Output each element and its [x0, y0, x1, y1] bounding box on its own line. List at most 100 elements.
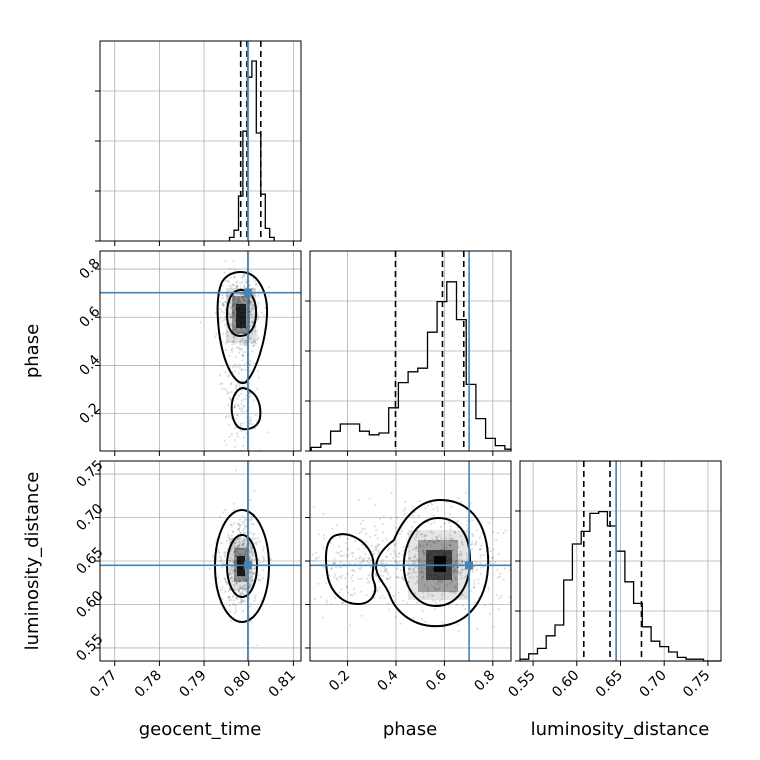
scatter-point — [488, 521, 491, 525]
scatter-point — [235, 383, 238, 386]
scatter-point — [496, 568, 499, 571]
scatter-point — [227, 391, 230, 395]
scatter-point — [412, 548, 415, 551]
scatter-point — [233, 268, 236, 271]
scatter-point — [249, 422, 252, 425]
scatter-point — [436, 538, 439, 542]
scatter-point — [412, 576, 415, 580]
scatter-point — [233, 584, 236, 587]
scatter-point — [244, 340, 247, 343]
scatter-point — [235, 581, 238, 584]
scatter-point — [414, 561, 417, 564]
scatter-point — [252, 536, 255, 539]
scatter-point — [381, 558, 384, 561]
scatter-point — [238, 518, 241, 521]
scatter-point — [221, 294, 224, 297]
scatter-point — [238, 523, 241, 526]
scatter-point — [471, 533, 474, 536]
scatter-point — [244, 525, 248, 528]
scatter-point — [232, 310, 235, 314]
scatter-point — [237, 296, 240, 299]
density-cell — [434, 556, 446, 572]
scatter-point — [221, 302, 224, 305]
scatter-point — [399, 622, 402, 625]
scatter-point — [267, 286, 270, 289]
scatter-point — [231, 323, 234, 326]
scatter-point — [226, 404, 229, 407]
scatter-point — [460, 560, 464, 564]
scatter-point — [216, 550, 219, 553]
scatter-point — [464, 595, 467, 599]
scatter-point — [407, 545, 411, 548]
scatter-point — [230, 314, 233, 317]
scatter-point — [491, 556, 494, 559]
scatter-point — [252, 554, 256, 558]
scatter-point — [240, 368, 243, 371]
scatter-point — [482, 565, 485, 568]
scatter-point — [338, 565, 341, 568]
scatter-point — [223, 318, 226, 321]
scatter-point — [312, 506, 315, 509]
scatter-point — [470, 502, 473, 505]
scatter-point — [244, 280, 248, 284]
scatter-point — [242, 404, 245, 407]
scatter-point — [325, 599, 328, 602]
scatter-point — [240, 399, 243, 403]
scatter-point — [228, 294, 231, 297]
scatter-point — [241, 339, 244, 342]
scatter-point — [448, 543, 452, 546]
x-tick-label-phase: 0.6 — [423, 667, 450, 694]
scatter-point — [234, 555, 237, 558]
scatter-point — [228, 588, 231, 591]
scatter-point — [427, 520, 430, 524]
scatter-point — [234, 542, 237, 545]
scatter-point — [345, 585, 348, 588]
scatter-point — [237, 580, 241, 583]
scatter-point — [459, 552, 462, 555]
scatter-point — [234, 405, 237, 408]
scatter-point — [450, 540, 453, 543]
scatter-point — [476, 628, 479, 631]
scatter-point — [359, 556, 362, 559]
scatter-group-2-0 — [208, 469, 273, 647]
scatter-point — [233, 288, 236, 291]
scatter-point — [381, 523, 384, 526]
scatter-point — [415, 545, 418, 548]
scatter-point — [311, 553, 314, 556]
scatter-point — [489, 549, 492, 553]
scatter-point — [377, 550, 381, 554]
scatter-point — [231, 545, 234, 548]
scatter-point — [243, 552, 246, 556]
scatter-point — [388, 608, 391, 611]
scatter-point — [237, 404, 240, 407]
scatter-point — [232, 328, 235, 331]
x-tick-label-luminosity-distance: 0.70 — [636, 667, 669, 700]
scatter-point — [341, 601, 344, 605]
scatter-point — [489, 561, 492, 564]
scatter-point — [228, 316, 231, 319]
scatter-point — [413, 559, 416, 562]
scatter-point — [425, 543, 428, 546]
scatter-point — [252, 321, 255, 324]
scatter-point — [449, 513, 452, 516]
scatter-point — [339, 561, 342, 564]
scatter-point — [455, 560, 458, 563]
scatter-point — [237, 538, 240, 541]
scatter-point — [239, 343, 242, 346]
scatter-point — [395, 554, 398, 558]
scatter-point — [389, 586, 392, 589]
scatter-point — [241, 589, 244, 592]
scatter-point — [228, 435, 231, 438]
scatter-point — [243, 538, 246, 541]
scatter-point — [325, 601, 329, 604]
scatter-point — [240, 601, 243, 604]
scatter-point — [471, 569, 474, 572]
scatter-point — [456, 571, 460, 574]
scatter-point — [405, 539, 409, 542]
scatter-point — [430, 544, 433, 547]
scatter-point — [416, 533, 419, 536]
scatter-point — [469, 543, 473, 546]
scatter-point — [232, 311, 235, 314]
scatter-point — [219, 515, 222, 518]
scatter-point — [365, 577, 368, 580]
